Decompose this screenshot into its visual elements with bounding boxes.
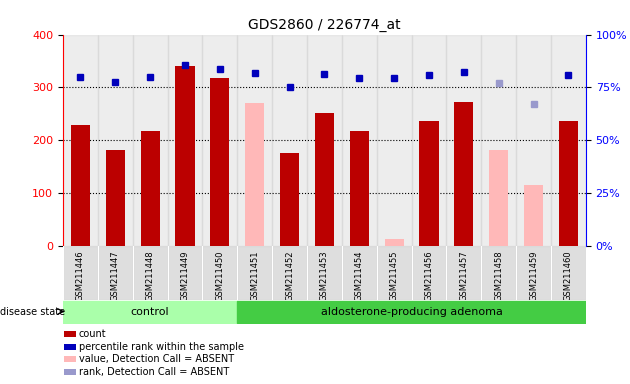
Bar [377,35,411,246]
Bar [98,35,133,246]
Text: GSM211459: GSM211459 [529,250,538,301]
FancyBboxPatch shape [63,301,238,323]
Text: count: count [79,329,106,339]
Bar [133,35,168,246]
Bar [245,103,265,246]
Text: value, Detection Call = ABSENT: value, Detection Call = ABSENT [79,354,234,364]
Text: GSM211448: GSM211448 [146,250,154,301]
Bar [447,35,481,246]
Text: percentile rank within the sample: percentile rank within the sample [79,342,244,352]
Bar [516,35,551,246]
Bar [202,246,238,300]
Text: GSM211446: GSM211446 [76,250,85,301]
Bar [481,35,516,246]
Bar [140,131,160,246]
Bar [238,246,272,300]
Text: GSM211449: GSM211449 [181,250,190,301]
Bar [350,131,369,246]
Bar [168,35,202,246]
Bar [210,78,229,246]
Bar [420,121,438,246]
Bar [71,126,90,246]
Bar [315,113,334,246]
Text: GSM211454: GSM211454 [355,250,364,301]
Bar [307,35,342,246]
Text: GSM211453: GSM211453 [320,250,329,301]
Bar [342,35,377,246]
Text: GSM211456: GSM211456 [425,250,433,301]
Bar [272,35,307,246]
Bar [447,246,481,300]
Text: rank, Detection Call = ABSENT: rank, Detection Call = ABSENT [79,367,229,377]
Title: GDS2860 / 226774_at: GDS2860 / 226774_at [248,18,401,32]
Text: disease state: disease state [0,307,65,317]
Bar [238,35,272,246]
Bar [175,66,195,246]
Bar [516,246,551,300]
Bar [98,246,133,300]
FancyBboxPatch shape [238,301,586,323]
Bar [524,185,543,246]
Text: GSM211458: GSM211458 [495,250,503,301]
Bar [272,246,307,300]
Bar [411,246,447,300]
Bar [551,246,586,300]
Bar [377,246,411,300]
Text: GSM211457: GSM211457 [459,250,468,301]
Text: GSM211450: GSM211450 [215,250,224,301]
Text: GSM211452: GSM211452 [285,250,294,301]
Text: GSM211455: GSM211455 [390,250,399,301]
Bar [307,246,342,300]
Text: GSM211460: GSM211460 [564,250,573,301]
Bar [63,35,98,246]
Bar [168,246,202,300]
Bar [342,246,377,300]
Bar [559,121,578,246]
Bar [384,240,404,246]
Text: aldosterone-producing adenoma: aldosterone-producing adenoma [321,306,503,316]
Text: GSM211451: GSM211451 [250,250,259,301]
Bar [133,246,168,300]
Bar [551,35,586,246]
Bar [106,150,125,246]
Bar [280,153,299,246]
Text: GSM211447: GSM211447 [111,250,120,301]
Bar [411,35,447,246]
Bar [454,102,474,246]
Bar [489,150,508,246]
Bar [202,35,238,246]
Text: control: control [131,306,169,316]
Bar [481,246,516,300]
Bar [63,246,98,300]
